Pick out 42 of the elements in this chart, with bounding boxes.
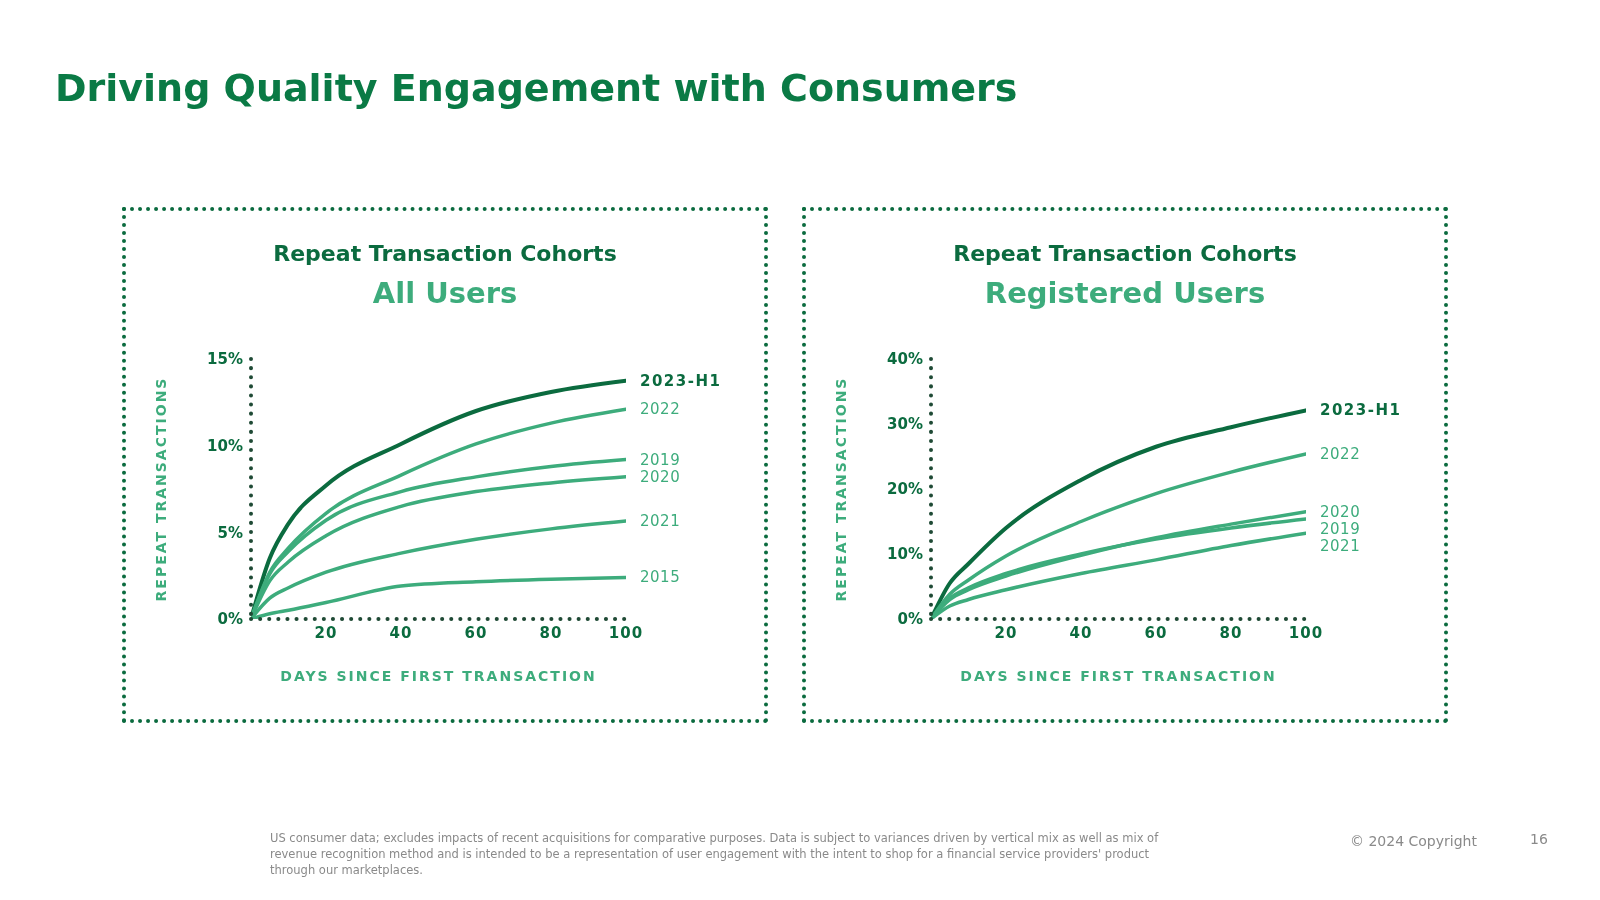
x-axis-title: DAYS SINCE FIRST TRANSACTION [280, 668, 597, 684]
series-label: 2015 [640, 568, 681, 587]
chart-title: Repeat Transaction Cohorts [952, 241, 1298, 266]
text: US consumer data; excludes impacts of recent acquisitions for comparative purposes. Data is subject to variances driven by vertical mix as well as mix of revenue recognition method and is intended to be a representation of user engagement with the intent to shop for a financial service providers' product through our marketplaces. [270, 830, 1160, 878]
x-tick-label: 60 [1144, 623, 1168, 642]
series-label: 2022 [1320, 444, 1361, 463]
series-label: 2022 [640, 400, 681, 419]
series-label: 2023-H1 [640, 371, 722, 390]
text: 16 [1530, 831, 1548, 847]
y-tick-label: 30% [887, 415, 923, 434]
x-tick-label: 100 [1288, 623, 1324, 642]
x-tick-label: 40 [1069, 623, 1093, 642]
y-axis-title: REPEAT TRANSACTIONS [152, 376, 169, 602]
series-label: 2019 [1320, 519, 1361, 538]
x-tick-label: 40 [389, 623, 413, 642]
chart-title: Repeat Transaction Cohorts [272, 241, 618, 266]
y-axis-title: REPEAT TRANSACTIONS [832, 376, 849, 602]
y-tick-label: 5% [217, 523, 243, 542]
chart-subtitle: All Users [371, 276, 519, 310]
series-label: 2023-H1 [1320, 401, 1402, 420]
y-tick-label: 0% [897, 610, 923, 629]
series-label: 2021 [640, 512, 681, 531]
x-tick-label: 80 [539, 623, 563, 642]
x-tick-label: 20 [994, 623, 1018, 642]
y-tick-label: 15% [207, 350, 243, 369]
x-axis-title: DAYS SINCE FIRST TRANSACTION [960, 668, 1277, 684]
series-label: 2019 [640, 450, 681, 469]
y-tick-label: 20% [887, 480, 923, 499]
series-label: 2020 [640, 467, 681, 486]
chart-subtitle: Registered Users [983, 276, 1267, 310]
y-tick-label: 10% [887, 545, 923, 564]
x-tick-label: 20 [314, 623, 338, 642]
y-tick-label: 0% [217, 610, 243, 629]
y-tick-label: 40% [887, 350, 923, 369]
series-label: 2021 [1320, 536, 1361, 555]
x-tick-label: 60 [464, 623, 488, 642]
x-tick-label: 80 [1219, 623, 1243, 642]
text: Driving Quality Engagement with Consumers [55, 66, 1018, 110]
series-label: 2020 [1320, 502, 1361, 521]
text: © 2024 Copyright [1350, 833, 1477, 849]
x-tick-label: 100 [608, 623, 644, 642]
y-tick-label: 10% [207, 436, 243, 455]
